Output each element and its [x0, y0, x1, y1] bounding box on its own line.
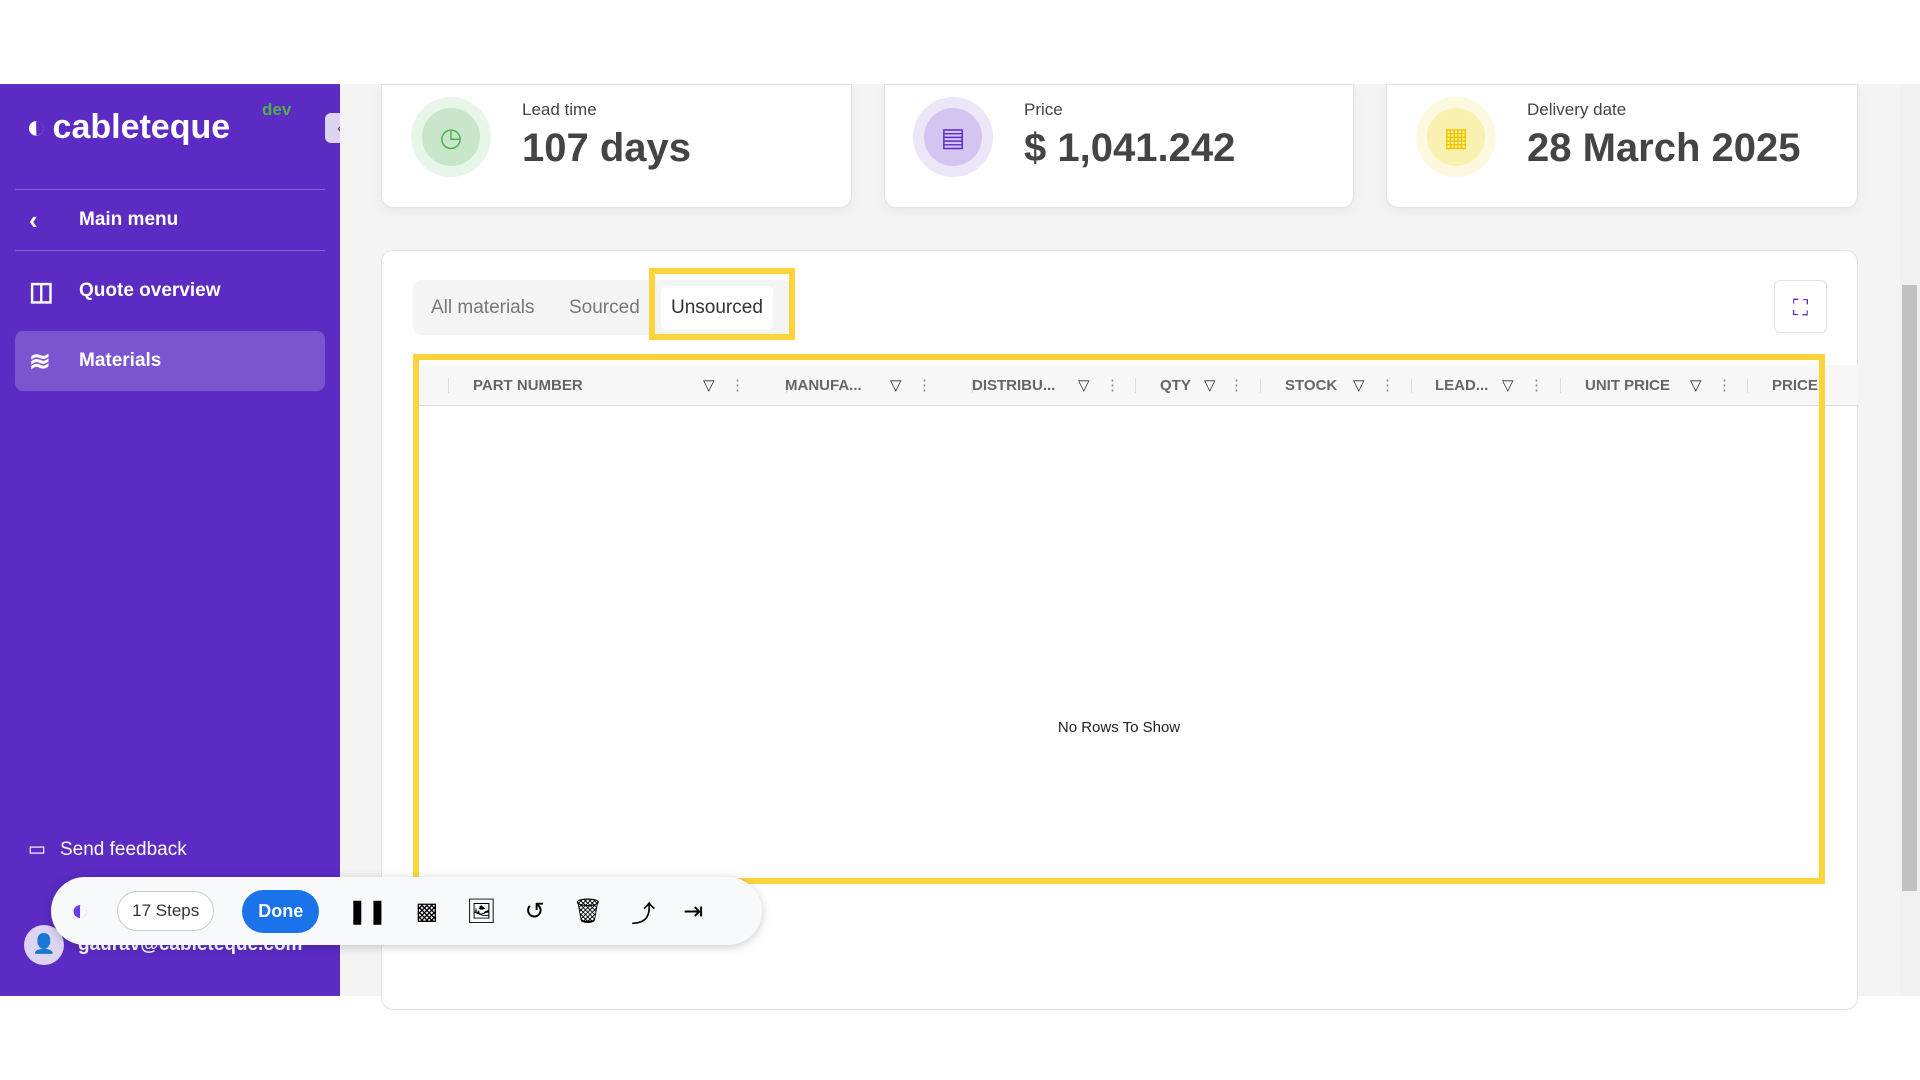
card-label: Lead time — [522, 100, 597, 119]
column-header[interactable]: STOCK — [1285, 377, 1338, 394]
label: Main menu — [79, 209, 179, 230]
column-separator[interactable] — [448, 378, 449, 393]
column-separator[interactable] — [1260, 378, 1261, 393]
column-separator[interactable] — [1135, 378, 1136, 393]
filter-icon[interactable]: ▽ — [890, 377, 902, 394]
tab-unsourced[interactable]: Unsourced — [661, 286, 773, 330]
column-menu-icon[interactable]: ⋮ — [1105, 377, 1120, 394]
recorder-logo-icon: ◐ — [71, 894, 90, 927]
column-header[interactable]: LEAD... — [1435, 377, 1489, 394]
column-menu-icon[interactable]: ⋮ — [1717, 377, 1732, 394]
columns-icon: ◫ — [29, 275, 54, 306]
column-separator[interactable] — [1411, 378, 1412, 393]
label: Quote overview — [79, 280, 221, 301]
tab-all-materials[interactable]: All materials — [431, 297, 535, 318]
filter-icon[interactable]: ▽ — [1078, 377, 1090, 394]
card-value: $ 1,041.242 — [1024, 126, 1236, 170]
chevron-left-icon: ‹ — [29, 204, 38, 235]
column-header[interactable]: DISTRIBU... — [972, 377, 1056, 394]
pause-icon[interactable]: ❚❚ — [347, 897, 388, 925]
card-label: Delivery date — [1527, 100, 1627, 119]
sidebar — [0, 84, 340, 996]
column-header[interactable]: MANUFA... — [785, 377, 862, 394]
column-separator[interactable] — [786, 378, 787, 393]
image-icon[interactable]: 🖼 — [466, 897, 497, 925]
column-separator[interactable] — [972, 378, 973, 393]
highlight-box — [649, 268, 795, 340]
column-header[interactable]: PART NUMBER — [473, 377, 583, 394]
trash-icon[interactable]: 🗑 — [572, 897, 604, 925]
blur-icon[interactable]: ▩ — [415, 897, 439, 925]
card-label: Price — [1024, 100, 1063, 119]
column-menu-icon[interactable]: ⋮ — [730, 377, 745, 394]
filter-icon[interactable]: ▽ — [1204, 377, 1216, 394]
tab-sourced[interactable]: Sourced — [569, 297, 640, 318]
fullscreen-button[interactable]: ⛶ — [1774, 280, 1827, 333]
column-menu-icon[interactable]: ⋮ — [1529, 377, 1544, 394]
receipt-icon: ▤ — [913, 97, 993, 177]
column-header[interactable]: QTY — [1160, 377, 1191, 394]
column-separator[interactable] — [1747, 378, 1748, 393]
column-header[interactable]: PRICE — [1772, 377, 1818, 394]
clock-icon: ◷ — [411, 97, 491, 177]
skip-end-icon[interactable]: ⇥ — [683, 897, 704, 925]
brand-name: cableteque — [52, 108, 231, 146]
scrollbar-thumb[interactable] — [1902, 285, 1917, 891]
calendar-icon: ▦ — [1416, 97, 1496, 177]
card-value: 107 days — [522, 126, 692, 170]
globe-gear-icon: ◐ — [26, 108, 47, 146]
price: Price $ 1,041.242 — [1024, 100, 1235, 171]
logo[interactable]: ◐ cableteque — [26, 108, 230, 147]
divider — [15, 189, 325, 190]
grid-header — [413, 365, 1858, 406]
undo-icon[interactable]: ↺ — [524, 897, 545, 925]
layers-icon: ≋ — [29, 345, 51, 376]
filter-icon[interactable]: ▽ — [1353, 377, 1365, 394]
filter-icon[interactable]: ▽ — [1690, 377, 1702, 394]
sidebar-item-main-menu[interactable]: ‹ Main menu — [15, 190, 325, 250]
column-separator[interactable] — [1560, 378, 1561, 393]
filter-icon[interactable]: ▽ — [1502, 377, 1514, 394]
steps-counter[interactable]: 17 Steps — [117, 891, 215, 931]
highlight-box — [413, 354, 1825, 884]
recorder-toolbar: ◐ 17 Steps Done ❚❚ ▩ 🖼 ↺ 🗑 ⤴ ⇥ — [51, 877, 762, 945]
column-header[interactable]: UNIT PRICE — [1585, 377, 1671, 394]
arrow-up-icon[interactable]: ⤴ — [631, 900, 656, 928]
sidebar-item-materials[interactable]: ≋ Materials — [15, 331, 325, 391]
delivery-date: Delivery date 28 March 2025 — [1527, 100, 1801, 171]
send-feedback-link[interactable]: ▭ Send feedback — [28, 838, 187, 861]
empty-message: No Rows To Show — [1057, 719, 1181, 736]
lead-time: Lead time 107 days — [522, 100, 691, 171]
divider — [15, 250, 325, 251]
column-menu-icon[interactable]: ⋮ — [1229, 377, 1244, 394]
filter-icon[interactable]: ▽ — [703, 377, 715, 394]
column-menu-icon[interactable]: ⋮ — [917, 377, 932, 394]
done-button[interactable]: Done — [242, 889, 320, 933]
card-value: 28 March 2025 — [1527, 126, 1801, 170]
chat-icon: ▭ — [28, 839, 46, 860]
label: Materials — [79, 350, 162, 371]
column-menu-icon[interactable]: ⋮ — [1380, 377, 1395, 394]
label: Send feedback — [59, 838, 187, 860]
sidebar-item-quote-overview[interactable]: ◫ Quote overview — [15, 261, 325, 321]
env-badge: dev — [262, 100, 292, 119]
expand-icon: ⛶ — [1792, 295, 1809, 320]
